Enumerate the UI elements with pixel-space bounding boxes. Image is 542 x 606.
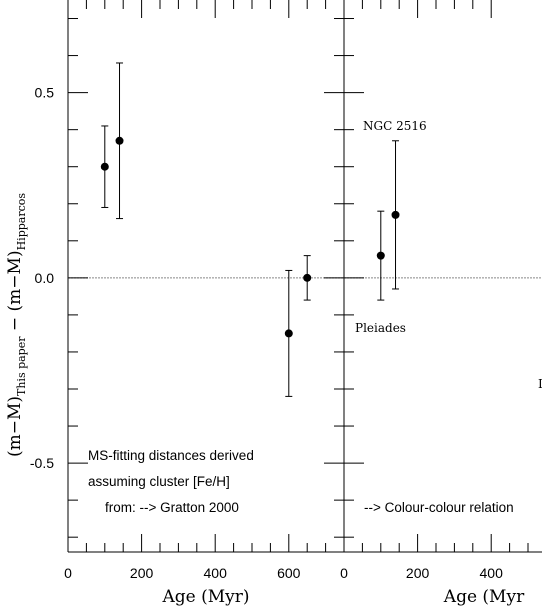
x-tick-label-1-1: 200 <box>406 565 430 581</box>
annotation-pleiades: Pleiades <box>355 321 406 335</box>
left-panel: 0 200 400 600 0.5 0.0 -0.5 <box>30 0 345 581</box>
y-tick-label-2: -0.5 <box>30 455 54 471</box>
y-axis-title-part2: − (m−M) <box>5 250 25 336</box>
y-axis-title-sub1: This paper <box>15 336 28 396</box>
annotation-edge-i: I <box>538 377 542 391</box>
y-axis-title: (m−M)This paper − (m−M)Hipparcos <box>5 193 28 457</box>
x-axis-title-right: Age (Myr <box>443 587 525 606</box>
right-panel: 0 200 400 <box>324 0 542 581</box>
data-point-0-2 <box>284 329 293 338</box>
note-right-1: --> Colour-colour relation <box>364 500 514 515</box>
x-tick-label-1-2: 400 <box>480 565 504 581</box>
annotation-ngc2516: NGC 2516 <box>363 119 427 133</box>
note-left-1: MS-fitting distances derived <box>88 448 254 463</box>
data-point-0-0 <box>100 162 109 171</box>
note-left-2: assuming cluster [Fe/H] <box>88 474 230 489</box>
y-axis-title-part1: (m−M) <box>5 396 25 457</box>
y-axis-title-sub2: Hipparcos <box>15 193 28 251</box>
y-tick-label-1: 0.0 <box>35 270 55 286</box>
data-point-0-1 <box>115 136 124 145</box>
x-axis-title-left: Age (Myr) <box>161 587 249 606</box>
x-tick-label-0-0: 0 <box>64 565 72 581</box>
x-tick-label-0-1: 200 <box>130 565 154 581</box>
data-point-0-3 <box>303 273 312 282</box>
note-left-3: from: --> Gratton 2000 <box>105 500 239 515</box>
x-tick-label-0-2: 400 <box>204 565 228 581</box>
x-tick-label-1-0: 0 <box>340 565 348 581</box>
x-tick-label-0-3: 600 <box>277 565 301 581</box>
data-point-1-1 <box>391 210 400 219</box>
data-point-1-0 <box>376 251 385 260</box>
y-tick-label-0: 0.5 <box>35 85 55 101</box>
